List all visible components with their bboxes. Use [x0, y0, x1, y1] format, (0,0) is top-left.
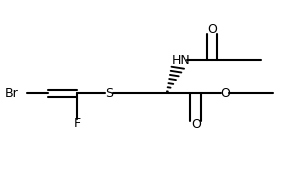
Text: HN: HN [172, 54, 191, 67]
Text: O: O [191, 118, 201, 131]
Text: Br: Br [5, 87, 19, 100]
Text: O: O [207, 23, 217, 36]
Text: O: O [220, 87, 230, 100]
Text: F: F [74, 117, 81, 130]
Text: S: S [106, 87, 114, 100]
